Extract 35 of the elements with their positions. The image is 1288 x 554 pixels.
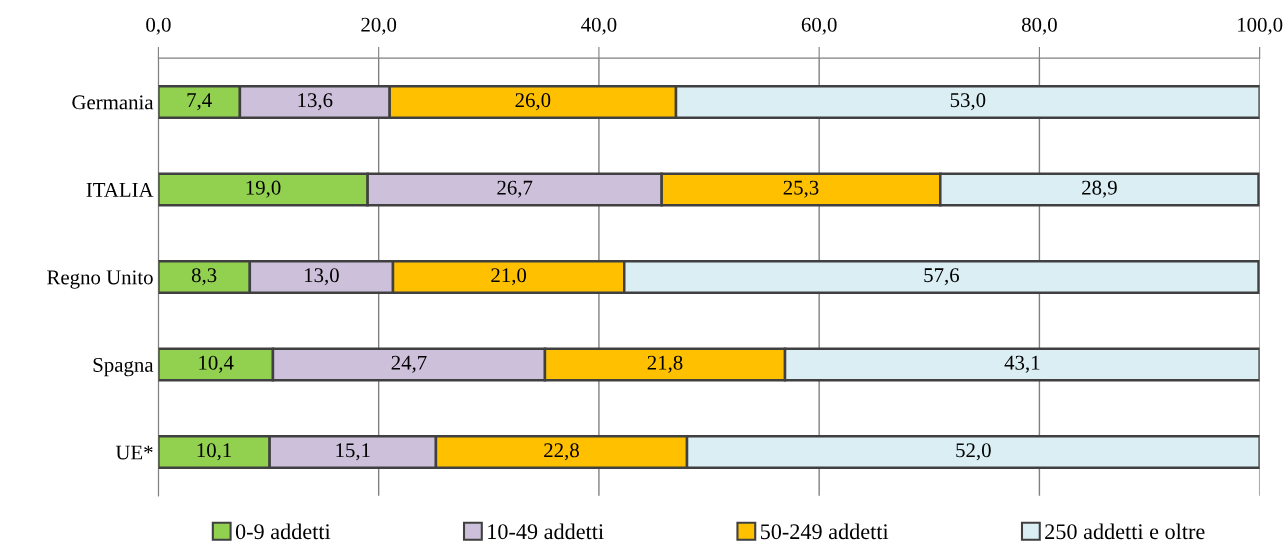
y-tick-label: ITALIA xyxy=(86,182,154,197)
data-label: 15,1 xyxy=(336,443,370,461)
data-label: 43,1 xyxy=(1004,355,1040,373)
y-tick-label: UE* xyxy=(115,445,153,460)
x-tick-label: 80,0 xyxy=(1021,17,1057,35)
x-tick-label: 20,0 xyxy=(361,17,397,35)
data-label: 10,4 xyxy=(199,355,234,373)
legend-label: 250 addetti e oltre xyxy=(1045,523,1205,540)
data-label: 8,3 xyxy=(191,268,217,286)
data-label: 53,0 xyxy=(950,93,986,111)
legend-label: 0-9 addetti xyxy=(235,523,331,540)
data-label: 28,9 xyxy=(1082,180,1117,198)
data-label: 21,0 xyxy=(491,268,527,286)
x-tick-label: 0,0 xyxy=(146,17,171,35)
y-tick-label: Germania xyxy=(72,95,154,110)
data-label: 26,0 xyxy=(515,93,551,111)
data-label: 13,0 xyxy=(305,268,339,286)
x-tick-label: 40,0 xyxy=(581,17,617,35)
data-label: 19,0 xyxy=(246,180,281,198)
data-label: 21,8 xyxy=(647,355,683,373)
data-label: 22,8 xyxy=(544,443,579,461)
data-label: 10,1 xyxy=(197,443,232,461)
data-label: 24,7 xyxy=(391,355,427,373)
data-label: 7,4 xyxy=(187,93,212,111)
x-tick-label: 100,0 xyxy=(1238,17,1283,35)
legend-label: 50-249 addetti xyxy=(760,523,889,540)
legend-label: 10-49 addetti xyxy=(488,523,604,540)
y-tick-label: Regno Unito xyxy=(47,270,153,289)
data-label: 25,3 xyxy=(783,180,819,198)
data-label: 57,6 xyxy=(924,268,960,286)
data-label: 52,0 xyxy=(956,443,991,461)
data-label: 13,6 xyxy=(298,93,333,111)
x-tick-label: 60,0 xyxy=(801,17,837,35)
data-label: 26,7 xyxy=(497,180,533,198)
y-tick-label: Spagna xyxy=(93,357,154,377)
